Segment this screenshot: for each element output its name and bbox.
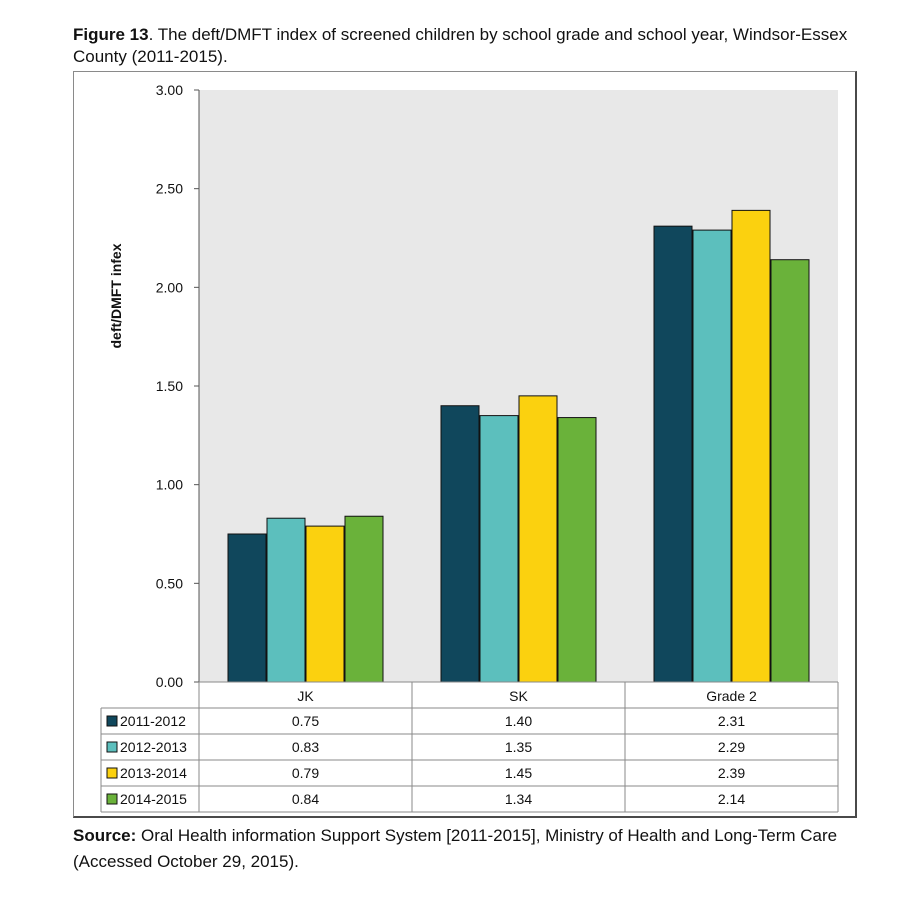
bar-2014-2015-sk — [557, 417, 597, 683]
x-tick-label: Grade 2 — [706, 688, 757, 704]
legend-swatch — [106, 741, 118, 753]
bar-2011-2012-grade-2 — [653, 225, 693, 683]
bar-2012-2013-sk — [479, 415, 519, 683]
source-text: Oral Health information Support System [… — [73, 826, 838, 871]
figure-label: Figure 13 — [73, 25, 149, 44]
data-label: 0.84 — [292, 791, 319, 807]
data-label: 0.83 — [292, 739, 319, 755]
bar-2013-2014-jk — [305, 525, 345, 683]
x-tick-label: JK — [297, 688, 314, 704]
data-label: 1.45 — [505, 765, 532, 781]
y-tick-label: 0.00 — [156, 674, 183, 690]
bar-2014-2015-grade-2 — [770, 259, 810, 683]
bar-2012-2013-grade-2 — [692, 229, 732, 683]
bar-2014-2015-jk — [344, 515, 384, 683]
data-label: 2.14 — [718, 791, 745, 807]
data-label: 2.39 — [718, 765, 745, 781]
y-axis-title: deft/DMFT infex — [108, 243, 124, 348]
legend-swatch — [106, 767, 118, 779]
y-tick-label: 1.50 — [156, 378, 183, 394]
legend-swatch — [106, 715, 118, 727]
bar-2011-2012-sk — [440, 405, 480, 683]
data-label: 1.40 — [505, 713, 532, 729]
bar-2013-2014-grade-2 — [731, 209, 771, 683]
legend-label: 2012-2013 — [120, 739, 187, 755]
source-label: Source: — [73, 826, 137, 845]
bar-2012-2013-jk — [266, 517, 306, 683]
y-tick-label: 0.50 — [156, 575, 183, 591]
data-label: 1.34 — [505, 791, 532, 807]
legend-label: 2011-2012 — [120, 713, 186, 729]
data-label: 2.31 — [718, 713, 745, 729]
bar-2013-2014-sk — [518, 395, 558, 683]
legend-label: 2014-2015 — [120, 791, 187, 807]
y-tick-label: 2.50 — [156, 181, 183, 197]
data-label: 0.79 — [292, 765, 319, 781]
figure-caption: Figure 13. The deft/DMFT index of screen… — [73, 24, 863, 68]
data-label: 2.29 — [718, 739, 745, 755]
y-tick-label: 1.00 — [156, 477, 183, 493]
y-tick-label: 3.00 — [156, 82, 183, 98]
data-label: 0.75 — [292, 713, 319, 729]
data-label: 1.35 — [505, 739, 532, 755]
x-tick-label: SK — [509, 688, 528, 704]
source-note: Source: Oral Health information Support … — [73, 823, 863, 875]
figure-caption-text: . The deft/DMFT index of screened childr… — [73, 25, 848, 66]
legend-label: 2013-2014 — [120, 765, 187, 781]
legend-swatch — [106, 793, 118, 805]
y-tick-label: 2.00 — [156, 279, 183, 295]
bar-2011-2012-jk — [227, 533, 267, 683]
